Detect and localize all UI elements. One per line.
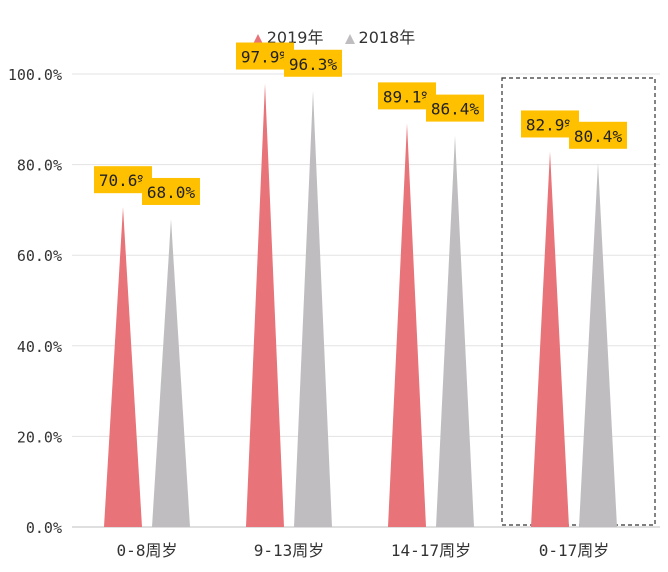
legend-2019-label: 2019年	[266, 28, 324, 47]
data-label: 82.9%	[526, 115, 575, 134]
legend-item-2018: 2018年	[344, 24, 416, 48]
data-label: 80.4%	[574, 127, 623, 146]
legend-2018-triangle-icon	[344, 33, 355, 44]
data-label-box	[284, 49, 342, 77]
bar-triangle	[579, 162, 617, 527]
x-tick-label: 0-17周岁	[539, 541, 610, 560]
data-label: 68.0%	[147, 183, 196, 202]
data-label: 96.3%	[289, 55, 338, 74]
y-tick-label: 40.0%	[17, 338, 62, 356]
y-tick-label: 0.0%	[26, 519, 62, 537]
y-tick-label: 100.0%	[8, 66, 62, 84]
bar-triangle	[152, 218, 190, 527]
x-tick-label: 0-8周岁	[117, 541, 178, 560]
legend-2019-triangle-icon	[252, 33, 263, 44]
x-tick-label: 9-13周岁	[254, 541, 325, 560]
y-tick-label: 20.0%	[17, 428, 62, 446]
y-tick-label: 80.0%	[17, 157, 62, 175]
data-label-box	[142, 177, 200, 205]
bar-triangle	[388, 123, 426, 527]
legend-2018-label: 2018年	[358, 28, 416, 47]
data-label: 70.6%	[99, 171, 148, 190]
data-label: 86.4%	[431, 100, 480, 119]
bar-triangle	[294, 90, 332, 528]
bar-triangle	[104, 207, 142, 527]
legend: 2019年 2018年	[0, 24, 668, 48]
data-label: 97.9%	[241, 48, 290, 67]
data-label: 89.1%	[383, 87, 432, 106]
bar-triangle	[246, 83, 284, 527]
data-label-box	[426, 94, 484, 122]
legend-item-2019: 2019年	[252, 24, 324, 48]
bar-triangle	[531, 151, 569, 527]
bar-triangle	[436, 135, 474, 527]
data-label-box	[569, 121, 627, 149]
x-tick-label: 14-17周岁	[391, 541, 471, 560]
highlight-box	[501, 77, 656, 526]
y-tick-label: 60.0%	[17, 247, 62, 265]
